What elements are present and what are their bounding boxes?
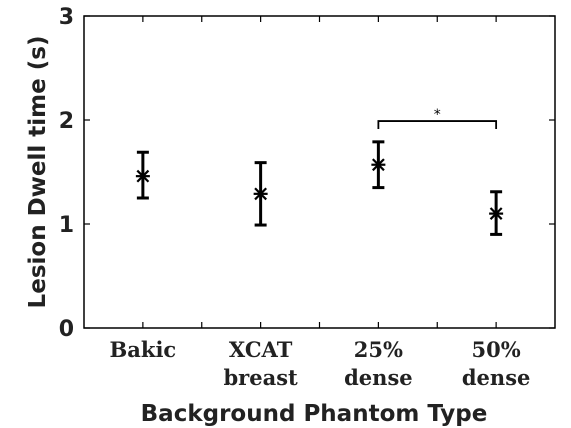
x-tick-label: breast — [224, 365, 299, 390]
x-tick-label: dense — [462, 365, 531, 390]
mean-marker-stroke — [136, 169, 150, 183]
mean-marker — [489, 206, 504, 221]
x-tick-labels: Bakic XCAT breast 25% dense 50% dense — [110, 337, 531, 390]
y-tick-label: 1 — [59, 213, 74, 238]
x-tick-label: Bakic — [110, 337, 177, 362]
x-tick-label: 25% — [354, 337, 403, 362]
mean-marker-stroke — [254, 187, 268, 201]
significance-bracket: * — [377, 107, 498, 130]
x-tick-label: dense — [344, 365, 413, 390]
mean-marker — [135, 169, 150, 184]
x-tick-label: 50% — [472, 337, 521, 362]
plot-area — [83, 15, 556, 329]
y-tick-label: 2 — [59, 109, 74, 134]
y-tick-label: 0 — [59, 317, 74, 342]
mean-marker-stroke — [489, 207, 503, 220]
axis-ticks — [84, 15, 555, 329]
mean-marker — [371, 157, 386, 172]
significance-label: * — [434, 107, 441, 123]
mean-marker-stroke — [371, 158, 385, 172]
y-tick-labels: 0 1 2 3 — [59, 5, 74, 342]
x-axis-title: Background Phantom Type — [141, 401, 488, 427]
error-bars — [135, 140, 504, 236]
x-tick-label: XCAT — [229, 337, 293, 362]
significance-line — [377, 120, 498, 130]
mean-marker — [253, 186, 268, 201]
y-axis-title: Lesion Dwell time (s) — [25, 36, 51, 309]
y-tick-label: 3 — [59, 5, 74, 30]
